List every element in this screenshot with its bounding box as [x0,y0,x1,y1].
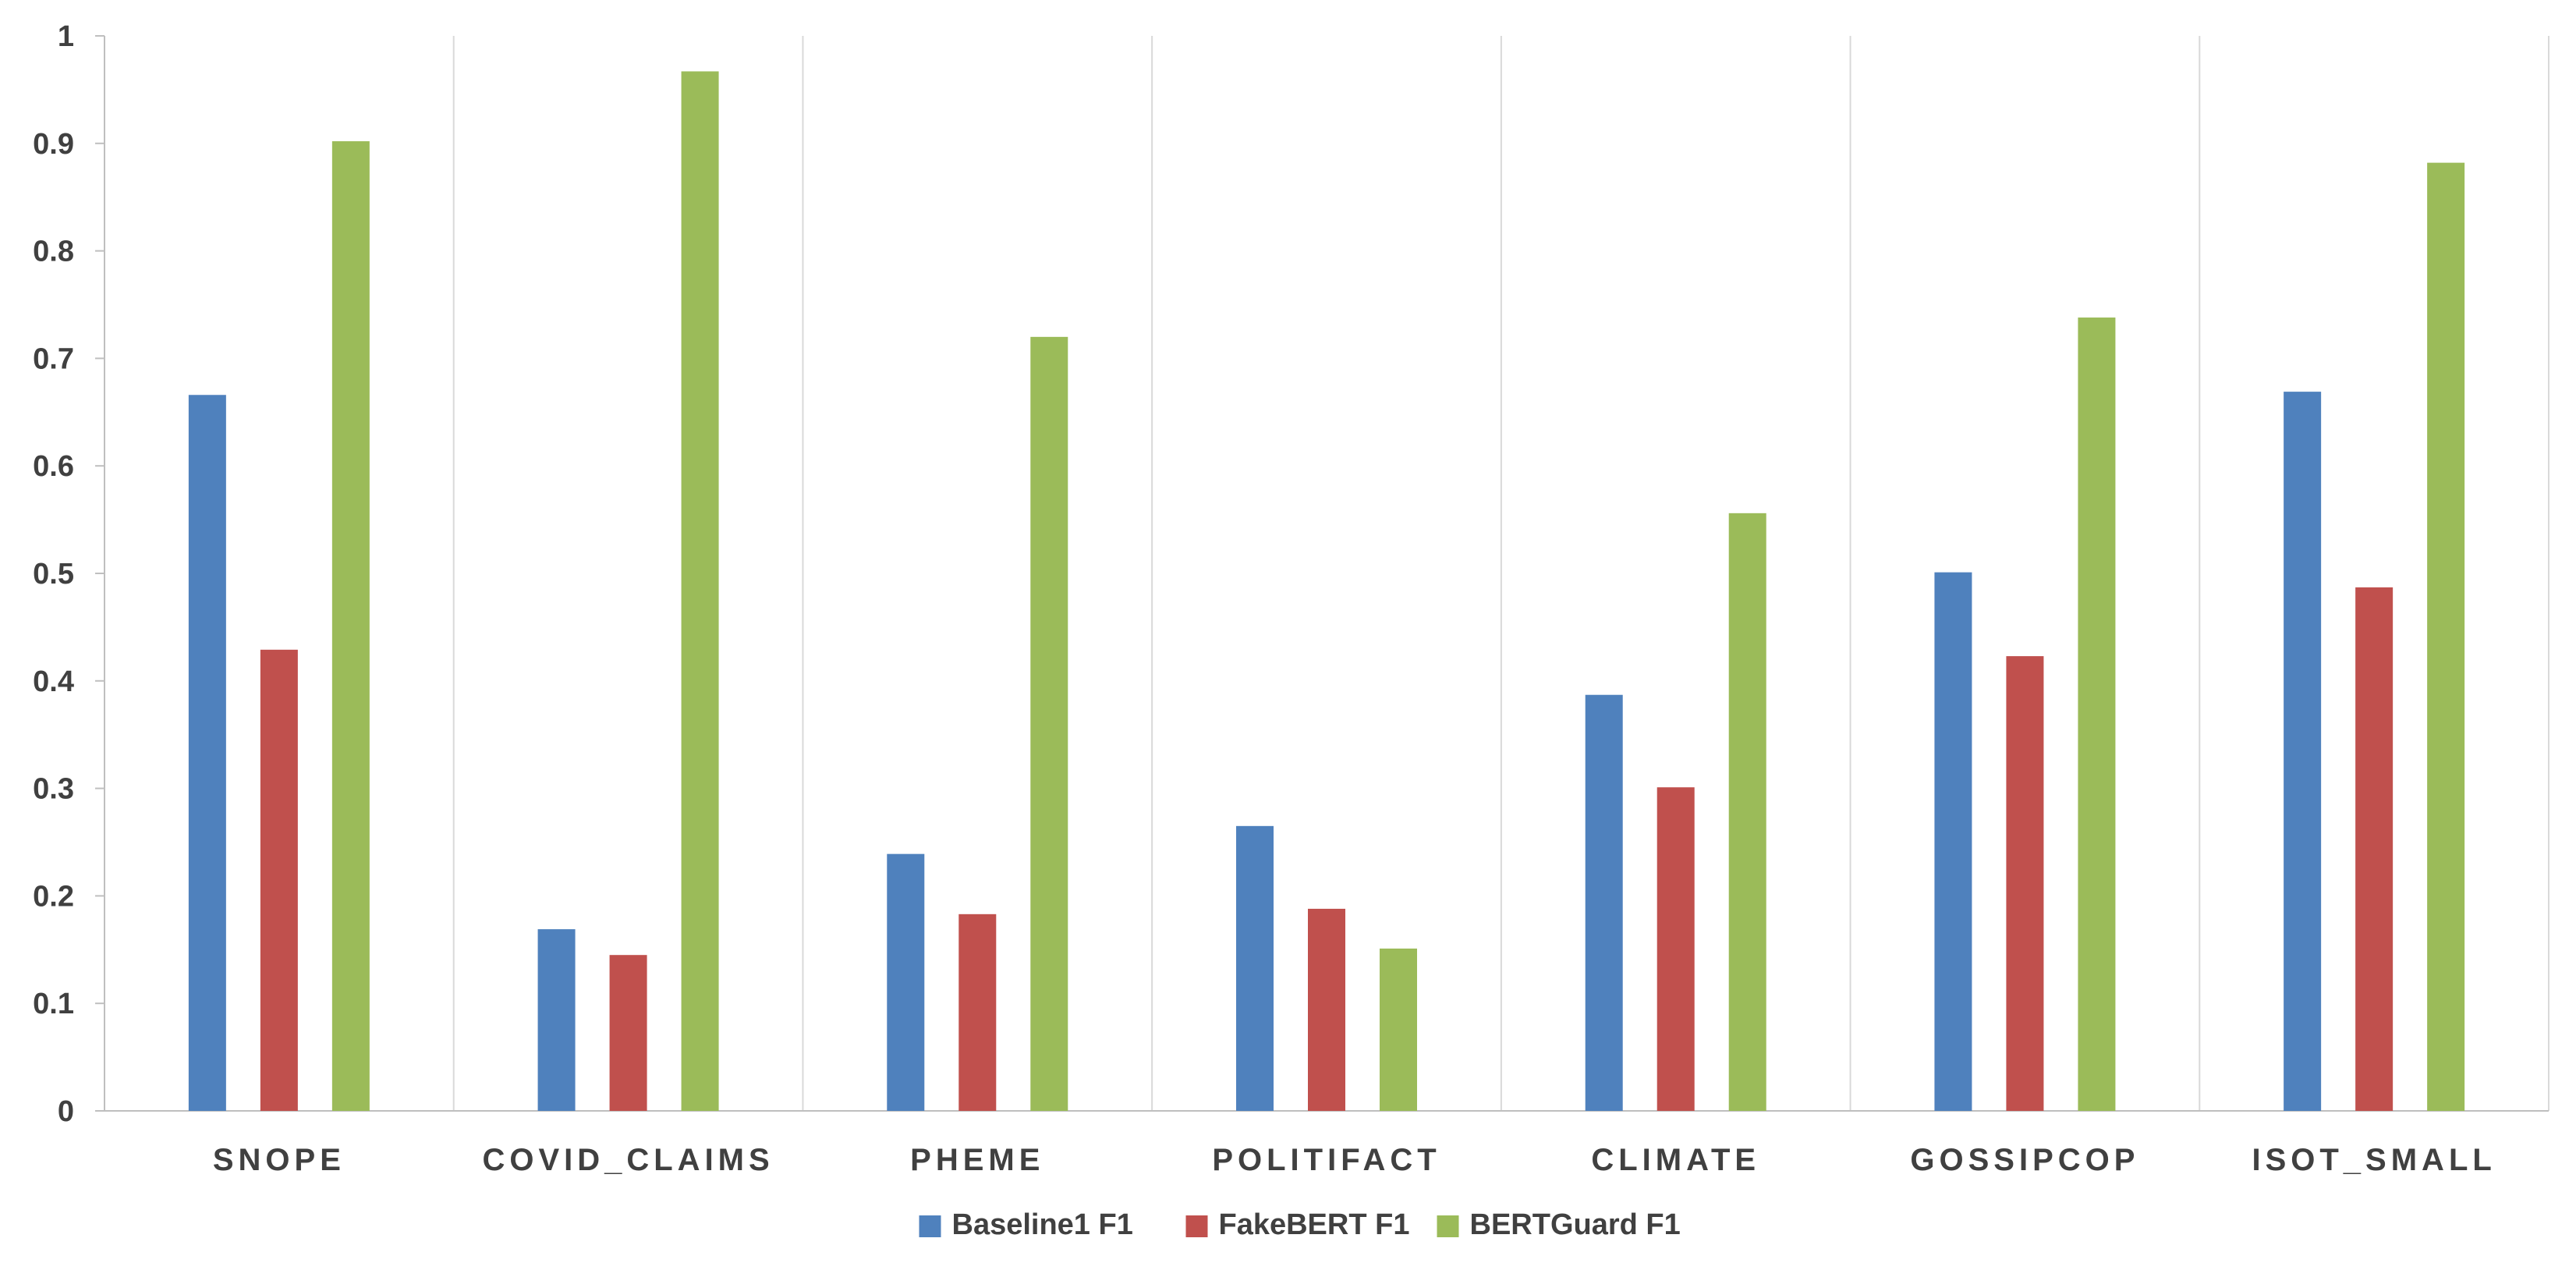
x-tick-label: CLIMATE [1591,1143,1760,1177]
bar-gossipcop-bertguard-f1 [2078,318,2116,1111]
x-tick-label: POLITIFACT [1212,1143,1440,1177]
bar-snope-baseline1-f1 [188,395,226,1111]
y-tick-label: 0.3 [33,773,74,806]
y-tick-label: 1 [58,20,74,53]
legend-label: Baseline1 F1 [952,1208,1133,1241]
bar-covid-claims-bertguard-f1 [681,71,719,1111]
legend-label: FakeBERT F1 [1219,1208,1410,1241]
legend-swatch [1437,1215,1459,1237]
y-tick-label: 0.4 [33,665,74,698]
bar-snope-fakebert-f1 [260,649,298,1111]
bar-isot-small-bertguard-f1 [2427,162,2465,1111]
x-axis-tick-labels: SNOPE COVID_CLAIMS PHEME POLITIFACT CLIMATE G… [213,1143,2496,1177]
bar-pheme-bertguard-f1 [1030,336,1068,1112]
legend-swatch [919,1215,941,1237]
bar-politifact-fakebert-f1 [1308,908,1345,1111]
bar-gossipcop-baseline1-f1 [1934,572,1972,1111]
category-separators [452,36,2549,1111]
bar-isot-small-fakebert-f1 [2355,587,2394,1111]
bar-snope-bertguard-f1 [331,141,370,1112]
y-tick-label: 0.8 [33,236,74,268]
bar-covid-claims-fakebert-f1 [609,955,647,1111]
x-tick-label: GOSSIPCOP [1910,1143,2139,1177]
x-tick-label: PHEME [910,1143,1044,1177]
bars [188,71,2465,1112]
y-tick-label: 0.7 [33,342,74,375]
legend-swatch [1185,1215,1208,1237]
y-tick-label: 0.2 [33,880,74,913]
x-tick-label: COVID_CLAIMS [482,1143,774,1177]
bar-covid-claims-baseline1-f1 [537,929,576,1111]
bar-pheme-baseline1-f1 [887,853,925,1111]
y-tick-label: 0.6 [33,450,74,483]
y-tick-label: 0.9 [33,128,74,161]
bar-climate-bertguard-f1 [1728,513,1766,1111]
bar-isot-small-baseline1-f1 [2284,392,2322,1111]
bar-politifact-baseline1-f1 [1236,825,1274,1111]
y-axis-tick-labels: 0 0.1 0.2 0.3 0.4 0.5 0.6 0.7 0.8 0.9 1 [33,20,74,1128]
x-tick-label: SNOPE [213,1143,345,1177]
y-tick-label: 0 [58,1095,74,1128]
y-tick-label: 0.5 [33,558,74,591]
legend: Baseline1 F1 FakeBERT F1 BERTGuard F1 [919,1208,1681,1241]
bar-politifact-bertguard-f1 [1380,948,1417,1111]
bar-gossipcop-fakebert-f1 [2006,656,2044,1111]
x-tick-label: ISOT_SMALL [2252,1143,2496,1177]
y-tick-label: 0.1 [33,988,74,1020]
bar-pheme-fakebert-f1 [958,914,997,1111]
legend-label: BERTGuard F1 [1470,1208,1681,1241]
bar-climate-baseline1-f1 [1585,694,1623,1111]
bar-climate-fakebert-f1 [1657,787,1695,1111]
